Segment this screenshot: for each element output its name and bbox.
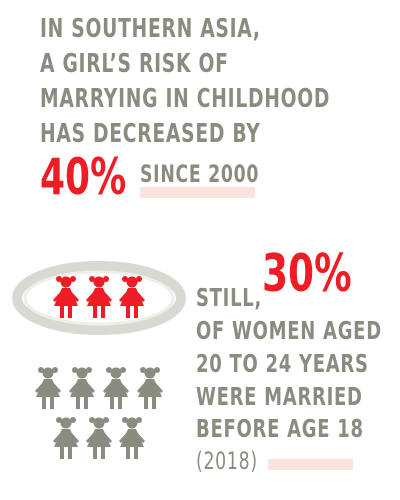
girl-figure-icon bbox=[137, 367, 163, 409]
girl-figure-icon bbox=[69, 367, 95, 409]
headline-line-4: HAS DECREASED BY bbox=[40, 119, 261, 149]
still-label: STILL, bbox=[196, 283, 263, 312]
since-2000-label: SINCE 2000 bbox=[140, 160, 260, 188]
girl-figure-icon bbox=[53, 276, 79, 318]
highlight-bar-2 bbox=[268, 459, 353, 470]
girl-figure-icon bbox=[103, 367, 129, 409]
girl-figure-icon bbox=[35, 367, 61, 409]
headline-line-1: IN SOUTHERN ASIA, bbox=[40, 14, 261, 44]
second-line-3: WERE MARRIED bbox=[196, 382, 363, 411]
girl-figure-icon bbox=[119, 276, 145, 318]
married-stat: 30% bbox=[262, 244, 352, 304]
highlight-bar-1 bbox=[140, 187, 255, 198]
girl-figure-icon bbox=[119, 417, 145, 459]
girls-illustration bbox=[12, 261, 186, 459]
girl-figure-icon bbox=[86, 417, 112, 459]
second-line-2: 20 TO 24 YEARS bbox=[196, 349, 369, 378]
decrease-stat: 40% bbox=[40, 148, 127, 206]
girl-figure-icon bbox=[86, 276, 112, 318]
second-line-1: OF WOMEN AGED bbox=[196, 316, 382, 345]
ring-icon bbox=[12, 261, 186, 335]
headline-line-2: A GIRL’S RISK OF bbox=[40, 49, 229, 79]
headline-line-3: MARRYING IN CHILDHOOD bbox=[40, 84, 331, 114]
second-line-4: BEFORE AGE 18 bbox=[196, 414, 364, 443]
girl-figure-icon bbox=[53, 417, 79, 459]
year-label: (2018) bbox=[196, 447, 258, 475]
